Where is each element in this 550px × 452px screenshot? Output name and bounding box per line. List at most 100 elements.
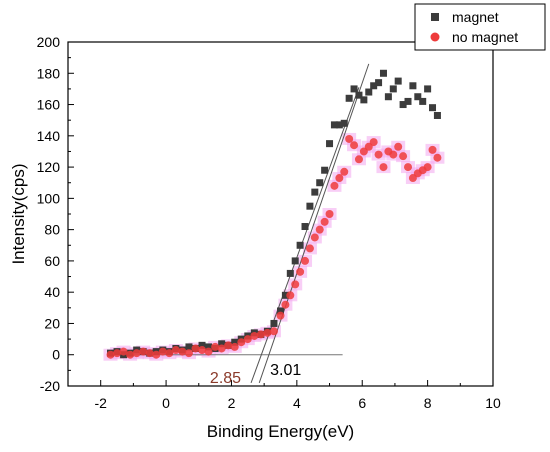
- y-tick-label: 80: [44, 222, 60, 238]
- point-magnet: [205, 343, 213, 351]
- point-no-magnet: [256, 330, 265, 339]
- point-magnet: [218, 340, 226, 348]
- point-no-magnet: [198, 346, 207, 355]
- fit-line-labels: 2.85 3.01: [210, 362, 301, 387]
- point-no-magnet: [269, 327, 278, 336]
- point-magnet: [185, 343, 193, 351]
- point-magnet: [360, 96, 368, 104]
- point-no-magnet: [132, 349, 141, 358]
- point-no-magnet: [126, 350, 135, 359]
- legend-label: magnet: [452, 9, 499, 25]
- point-no-magnet: [224, 341, 233, 350]
- point-magnet: [330, 121, 338, 129]
- point-magnet: [414, 93, 422, 101]
- point-no-magnet: [286, 291, 295, 300]
- point-no-magnet: [335, 174, 344, 183]
- point-no-magnet: [296, 267, 305, 276]
- y-tick-label: 100: [37, 190, 61, 206]
- point-no-magnet: [281, 300, 290, 309]
- x-tick-label: 8: [424, 395, 432, 411]
- point-magnet: [198, 341, 206, 349]
- point-no-magnet: [340, 167, 349, 176]
- point-magnet: [296, 241, 304, 249]
- fit-label-2: 3.01: [270, 362, 301, 379]
- point-magnet: [424, 85, 432, 93]
- point-no-magnet: [145, 349, 154, 358]
- y-tick-label: 200: [37, 34, 61, 50]
- point-no-magnet: [404, 163, 412, 172]
- data-points: [106, 69, 442, 359]
- y-tick-label: 120: [37, 159, 61, 175]
- point-magnet: [389, 85, 397, 93]
- legend-marker-no-magnet: [430, 32, 440, 42]
- y-tick-label: 60: [44, 253, 60, 269]
- point-no-magnet: [119, 347, 128, 356]
- point-magnet: [433, 111, 441, 119]
- point-magnet: [350, 85, 358, 93]
- y-tick-label: 180: [37, 65, 61, 81]
- legend-box: [414, 3, 546, 51]
- point-magnet: [399, 101, 407, 109]
- x-axis-label: Binding Energy(eV): [207, 422, 354, 441]
- point-no-magnet: [394, 142, 403, 151]
- point-no-magnet: [204, 347, 213, 356]
- y-tick-label: 0: [52, 347, 60, 363]
- point-no-magnet: [113, 349, 122, 358]
- y-tick-label: 40: [44, 284, 60, 300]
- point-no-magnet: [211, 342, 220, 351]
- point-magnet: [286, 269, 294, 277]
- point-no-magnet: [320, 217, 329, 226]
- point-no-magnet: [310, 233, 319, 242]
- legend: magnet no magnet: [414, 3, 546, 51]
- point-no-magnet: [237, 338, 246, 347]
- point-no-magnet: [389, 150, 398, 159]
- point-no-magnet: [291, 280, 300, 289]
- point-no-magnet: [250, 331, 259, 340]
- y-tick-label: 140: [37, 128, 61, 144]
- point-no-magnet: [345, 134, 354, 143]
- point-magnet: [419, 97, 427, 105]
- point-no-magnet: [369, 138, 378, 147]
- point-magnet: [365, 88, 373, 96]
- point-no-magnet: [217, 344, 226, 353]
- point-magnet: [231, 338, 239, 346]
- point-magnet: [270, 319, 278, 327]
- point-magnet: [384, 93, 392, 101]
- point-no-magnet: [399, 152, 408, 161]
- point-no-magnet: [139, 347, 148, 356]
- point-no-magnet: [374, 150, 383, 159]
- point-no-magnet: [243, 335, 252, 344]
- point-no-magnet: [428, 145, 437, 154]
- y-tick-label: 20: [44, 315, 60, 331]
- point-magnet: [375, 79, 383, 87]
- y-axis-label: Intensity(cps): [9, 163, 28, 264]
- point-no-magnet: [152, 350, 161, 359]
- point-magnet: [335, 121, 343, 129]
- point-no-magnet: [325, 210, 334, 218]
- y-tick-label: -20: [40, 378, 60, 394]
- point-magnet: [345, 94, 353, 102]
- point-no-magnet: [350, 141, 359, 150]
- point-no-magnet: [184, 349, 193, 358]
- fit-line-2: [258, 63, 370, 384]
- axis-ticks: [67, 41, 494, 387]
- point-no-magnet: [158, 347, 167, 356]
- point-no-magnet: [315, 225, 324, 234]
- x-tick-label: -2: [94, 395, 107, 411]
- point-no-magnet: [165, 349, 174, 358]
- point-no-magnet: [230, 342, 239, 351]
- x-tick-label: 4: [293, 395, 301, 411]
- point-magnet: [409, 82, 417, 90]
- point-magnet: [326, 140, 334, 148]
- point-magnet: [316, 179, 324, 187]
- point-magnet: [429, 104, 437, 112]
- point-magnet: [306, 202, 314, 210]
- x-tick-label: 2: [228, 395, 236, 411]
- legend-label: no magnet: [452, 29, 518, 45]
- point-magnet: [291, 257, 299, 265]
- point-no-magnet: [354, 155, 363, 164]
- legend-marker-magnet: [431, 13, 439, 21]
- fit-label-1: 2.85: [210, 370, 241, 387]
